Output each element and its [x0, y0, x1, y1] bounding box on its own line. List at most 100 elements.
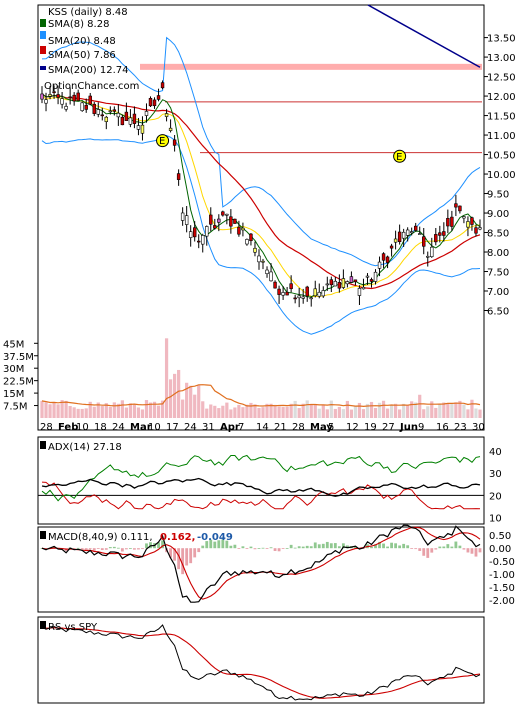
volume-bar: [189, 385, 193, 418]
volume-tick-label: 7.5M: [3, 402, 28, 413]
volume-bar: [321, 404, 325, 418]
volume-bar: [120, 400, 124, 418]
macd-histogram-bar: [76, 547, 80, 549]
volume-bar: [148, 402, 153, 418]
candle-body: [345, 281, 350, 285]
macd-histogram-bar: [84, 548, 88, 551]
rs-label: RS vs SPY: [48, 622, 98, 633]
x-tick-label: 28: [40, 422, 53, 433]
candle-body: [245, 239, 249, 245]
legend-sma8-swatch: [40, 19, 46, 27]
candle-body: [168, 127, 173, 131]
macd-histogram-bar: [305, 545, 309, 549]
candle-body: [221, 211, 225, 216]
macd-histogram-bar: [141, 548, 144, 549]
candle-body: [120, 116, 125, 126]
macd-histogram-bar: [169, 548, 172, 558]
candle-body: [365, 275, 370, 278]
macd-histogram-bar: [177, 548, 181, 570]
macd-histogram-bar: [173, 548, 177, 561]
candle-body: [68, 96, 72, 99]
candle-body: [478, 227, 482, 230]
macd-histogram-bar: [209, 539, 213, 549]
candle-body: [52, 91, 56, 93]
candle-body: [405, 229, 410, 236]
candle-body: [361, 286, 366, 290]
volume-bar: [241, 407, 245, 418]
x-tick-label: 10: [148, 422, 161, 433]
macd-histogram-bar: [201, 545, 205, 549]
candle-body: [357, 288, 362, 296]
macd-histogram-bar: [181, 548, 185, 575]
candle-body: [132, 113, 137, 124]
macd-tick-label: -1.00: [489, 570, 515, 581]
volume-bar: [434, 407, 438, 418]
macd-histogram-bar: [382, 543, 385, 549]
volume-bar: [402, 403, 406, 418]
macd-tick-label: -0.50: [489, 557, 515, 568]
watermark: OptionChance.com: [44, 81, 139, 92]
volume-bar: [104, 403, 108, 418]
volume-bar: [156, 405, 161, 418]
volume-average-line: [41, 384, 481, 408]
macd-hist-value: -0.049: [197, 532, 233, 543]
x-tick-label: 17: [166, 422, 179, 433]
macd-histogram-bar: [104, 548, 108, 550]
macd-histogram-bar: [72, 548, 76, 549]
x-tick-label: 21: [274, 422, 287, 433]
macd-histogram-bar: [265, 548, 269, 549]
macd-histogram-bar: [269, 547, 273, 549]
volume-bar: [144, 400, 149, 418]
x-tick-label: 24: [112, 422, 125, 433]
candle-body: [413, 225, 418, 231]
volume-bar: [418, 394, 422, 418]
candle-body: [349, 276, 354, 283]
macd-histogram-bar: [446, 544, 450, 549]
price-tick-label: 8.50: [487, 229, 509, 240]
macd-histogram-bar: [229, 545, 233, 549]
candle-body: [257, 255, 261, 263]
rs-average-line: [41, 626, 481, 699]
macd-tick-label: -1.50: [489, 583, 515, 594]
volume-bar: [249, 402, 253, 418]
legend-sma8: SMA(8) 8.28: [48, 19, 109, 30]
macd-histogram-bar: [422, 548, 426, 556]
candle-body: [76, 92, 80, 101]
x-tick-label: 18: [94, 422, 107, 433]
candle-body: [128, 117, 133, 125]
legend-sma20-swatch: [40, 31, 46, 39]
macd-histogram-bar: [285, 548, 289, 549]
candle-body: [309, 297, 313, 300]
candle-body: [329, 279, 334, 286]
volume-bar: [116, 403, 120, 418]
resistance-band: [140, 63, 482, 70]
macd-histogram-bar: [337, 546, 341, 549]
candle-body: [261, 260, 265, 263]
candle-body: [442, 231, 446, 236]
candle-body: [377, 261, 382, 269]
candle-body: [430, 246, 434, 257]
macd-histogram-bar: [462, 548, 466, 550]
macd-histogram-bar: [92, 548, 96, 552]
volume-bar: [398, 409, 402, 418]
price-tick-label: 11.50: [487, 112, 516, 123]
macd-histogram-bar: [374, 544, 377, 549]
candle-body: [422, 236, 426, 247]
candle-body: [44, 99, 48, 104]
volume-tick-label: 15M: [3, 389, 24, 400]
volume-bar: [177, 369, 181, 418]
macd-histogram-bar: [116, 547, 120, 549]
volume-bar: [329, 400, 333, 418]
candle-body: [225, 213, 229, 216]
candle-body: [434, 234, 438, 243]
macd-histogram-bar: [454, 541, 458, 549]
volume-bar: [245, 404, 249, 418]
macd-histogram-bar: [442, 546, 446, 549]
macd-histogram-bar: [273, 548, 277, 551]
macd-histogram-bar: [189, 548, 193, 564]
volume-bar: [181, 399, 185, 418]
volume-bar: [341, 409, 345, 418]
x-tick-label: 23: [454, 422, 467, 433]
indicator-labels: ADX(14) 27.18 MACD(8,40,9) 0.111, 0.162,…: [40, 441, 233, 633]
candle-body: [317, 291, 321, 297]
